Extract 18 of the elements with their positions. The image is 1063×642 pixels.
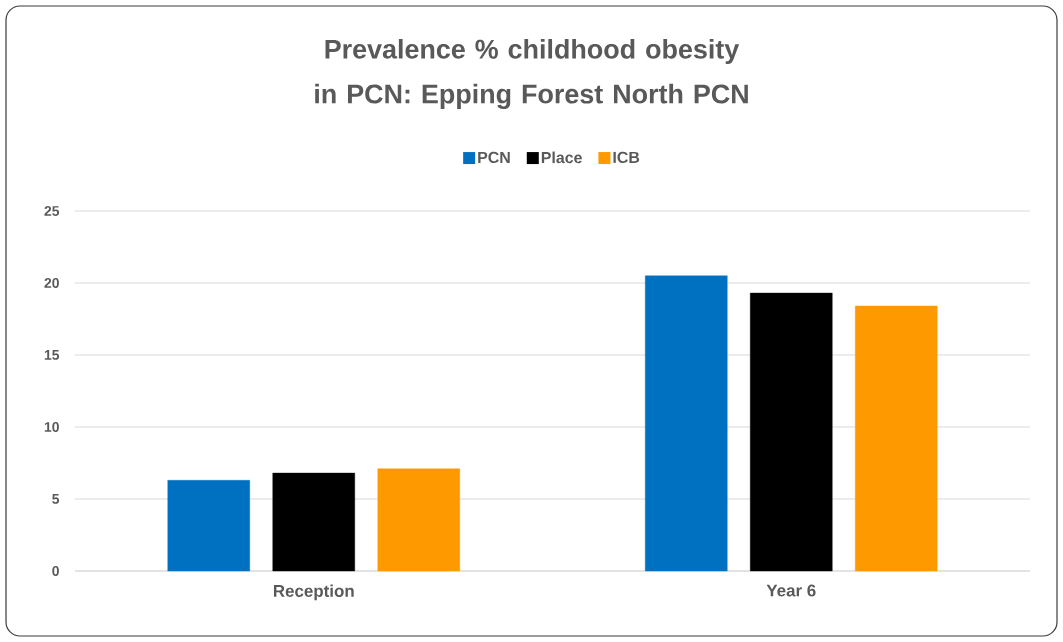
y-tick-label: 5 — [52, 494, 60, 504]
chart-title: Prevalence % childhood obesity in PCN: Epping Forest North PCN — [315, 38, 748, 109]
bar — [377, 468, 460, 572]
bar — [167, 480, 250, 572]
y-tick-label: 20 — [44, 278, 59, 288]
y-tick-label: 10 — [44, 422, 59, 432]
legend-label: Place — [541, 151, 582, 164]
y-tick-label: 15 — [44, 350, 60, 360]
legend-label: PCN — [478, 151, 510, 164]
bar — [272, 472, 355, 572]
x-tick-label: Year 6 — [766, 584, 816, 597]
legend-label: ICB — [613, 151, 640, 164]
bar — [645, 275, 728, 572]
y-tick-label: 25 — [44, 206, 60, 216]
y-tick-label: 0 — [52, 566, 59, 576]
bar — [750, 292, 833, 572]
bar — [855, 305, 938, 572]
x-tick-label: Reception — [273, 584, 354, 601]
